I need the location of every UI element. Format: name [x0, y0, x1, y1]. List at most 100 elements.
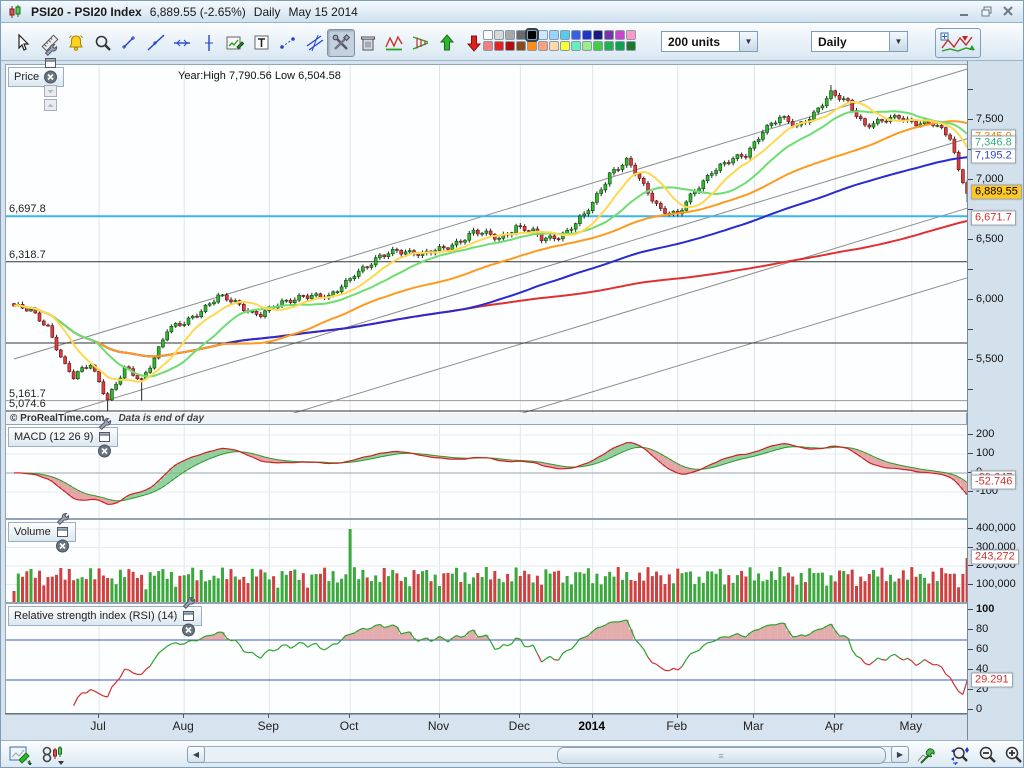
axis-tick-mark	[968, 669, 973, 670]
axis-tick-label: 6,500	[976, 233, 1004, 245]
color-palette	[483, 28, 636, 51]
color-swatch[interactable]	[626, 41, 636, 51]
color-swatch[interactable]	[525, 28, 539, 42]
time-axis-tick	[268, 714, 270, 718]
color-swatch[interactable]	[615, 30, 625, 40]
axis-tick-label: 0	[976, 703, 983, 715]
close-icon[interactable]	[55, 539, 70, 553]
tool-trash-button[interactable]	[354, 29, 382, 57]
color-swatch[interactable]	[560, 41, 570, 51]
color-swatch[interactable]	[626, 30, 636, 40]
tool-zoom-button[interactable]	[89, 29, 117, 57]
close-icon[interactable]	[97, 444, 112, 458]
zoom-fit-button[interactable]	[945, 744, 973, 766]
wrench-icon[interactable]	[97, 416, 112, 430]
chart-note-icon	[226, 36, 245, 50]
axis-tick-mark	[968, 209, 973, 210]
zoom-in-button[interactable]	[999, 744, 1023, 766]
price-chart-canvas[interactable]	[6, 65, 969, 413]
arrow-down-icon	[466, 35, 481, 52]
color-swatch[interactable]	[604, 41, 614, 51]
year-range-info: Year:High 7,790.56 Low 6,504.58	[178, 70, 341, 82]
screenshot-button[interactable]	[7, 744, 35, 766]
horizontal-line-icon	[174, 39, 190, 47]
volume-chart-canvas[interactable]	[6, 520, 969, 602]
macd-panel: MACD (12 26 9)	[5, 417, 970, 519]
scroll-left-button[interactable]: ◀	[187, 746, 205, 763]
close-button[interactable]	[1003, 6, 1019, 17]
tool-triangle-pattern-button[interactable]	[407, 29, 435, 57]
tool-arrow-up-button[interactable]	[433, 29, 461, 57]
color-swatch[interactable]	[582, 30, 592, 40]
time-axis-tick	[519, 714, 521, 718]
tool-segment-button[interactable]	[115, 29, 143, 57]
minimize-button[interactable]	[959, 6, 975, 17]
color-swatch[interactable]	[483, 30, 493, 40]
window-icon[interactable]	[97, 430, 112, 444]
wrench-icon[interactable]	[43, 42, 58, 56]
chart-type-button[interactable]	[39, 744, 67, 766]
color-swatch[interactable]	[527, 41, 537, 51]
tool-line-button[interactable]	[142, 29, 170, 57]
color-swatch[interactable]	[483, 41, 493, 51]
color-swatch[interactable]	[615, 41, 625, 51]
tool-parallel-lines-button[interactable]	[301, 29, 329, 57]
tool-arrow-down-button[interactable]	[460, 29, 488, 57]
chart-settings-button[interactable]	[913, 744, 941, 766]
color-swatch[interactable]	[593, 41, 603, 51]
units-select[interactable]: 200 units ▼	[661, 31, 758, 52]
scrollbar-thumb[interactable]: ≡	[557, 747, 886, 764]
period-select-arrow-icon[interactable]: ▼	[889, 32, 907, 51]
tool-alarm-button[interactable]	[62, 29, 90, 57]
window-icon[interactable]	[181, 609, 196, 623]
color-swatch[interactable]	[582, 41, 592, 51]
axis-tick-label: 5,500	[976, 353, 1004, 365]
wrench-icon[interactable]	[181, 595, 196, 609]
horizontal-scrollbar[interactable]: ≡	[187, 746, 909, 764]
axis-tick-label: 400,000	[976, 522, 1016, 534]
color-swatch[interactable]	[560, 30, 570, 40]
candlestick-logo-icon	[7, 4, 23, 20]
chart-area: Price Year:High 7,790.56 Low 6,504.58 6,…	[1, 43, 1023, 740]
time-axis-tick	[591, 714, 593, 718]
color-swatch[interactable]	[494, 30, 504, 40]
volume-panel-title: Volume	[14, 526, 51, 538]
value-badge: 7,195.2	[971, 148, 1016, 164]
color-swatch[interactable]	[516, 30, 526, 40]
period-select[interactable]: Daily ▼	[811, 31, 908, 52]
window-icon[interactable]	[55, 525, 70, 539]
restore-button[interactable]	[981, 6, 997, 17]
color-swatch[interactable]	[549, 41, 559, 51]
zoom-out-button[interactable]	[973, 744, 1001, 766]
tool-cursor-button[interactable]	[9, 29, 37, 57]
axis-tick-mark	[968, 565, 973, 566]
color-swatch[interactable]	[538, 30, 548, 40]
color-swatch[interactable]	[593, 30, 603, 40]
tool-chart-note-button[interactable]	[221, 29, 249, 57]
color-swatch[interactable]	[571, 41, 581, 51]
tool-vertical-line-button[interactable]	[195, 29, 223, 57]
color-swatch[interactable]	[505, 41, 515, 51]
color-swatch[interactable]	[549, 30, 559, 40]
color-swatch[interactable]	[505, 30, 515, 40]
rsi-chart-canvas[interactable]	[6, 604, 968, 714]
close-icon[interactable]	[43, 70, 58, 84]
color-swatch[interactable]	[538, 41, 548, 51]
color-swatch[interactable]	[516, 41, 526, 51]
close-icon[interactable]	[181, 623, 196, 637]
color-swatch[interactable]	[494, 41, 504, 51]
tool-tools-button[interactable]	[327, 29, 355, 57]
tool-points-button[interactable]	[274, 29, 302, 57]
color-swatch[interactable]	[571, 30, 581, 40]
color-swatch[interactable]	[604, 30, 614, 40]
wrench-icon[interactable]	[55, 511, 70, 525]
tool-zigzag-pattern-button[interactable]	[380, 29, 408, 57]
screenshot-icon	[9, 746, 32, 765]
tool-text-button[interactable]	[248, 29, 276, 57]
window-icon[interactable]	[43, 56, 58, 70]
pattern-detection-button[interactable]	[935, 28, 981, 58]
tool-horizontal-line-button[interactable]	[168, 29, 196, 57]
scroll-right-button[interactable]: ▶	[891, 746, 909, 763]
units-select-arrow-icon[interactable]: ▼	[739, 32, 757, 51]
macd-chart-canvas[interactable]	[6, 425, 970, 518]
